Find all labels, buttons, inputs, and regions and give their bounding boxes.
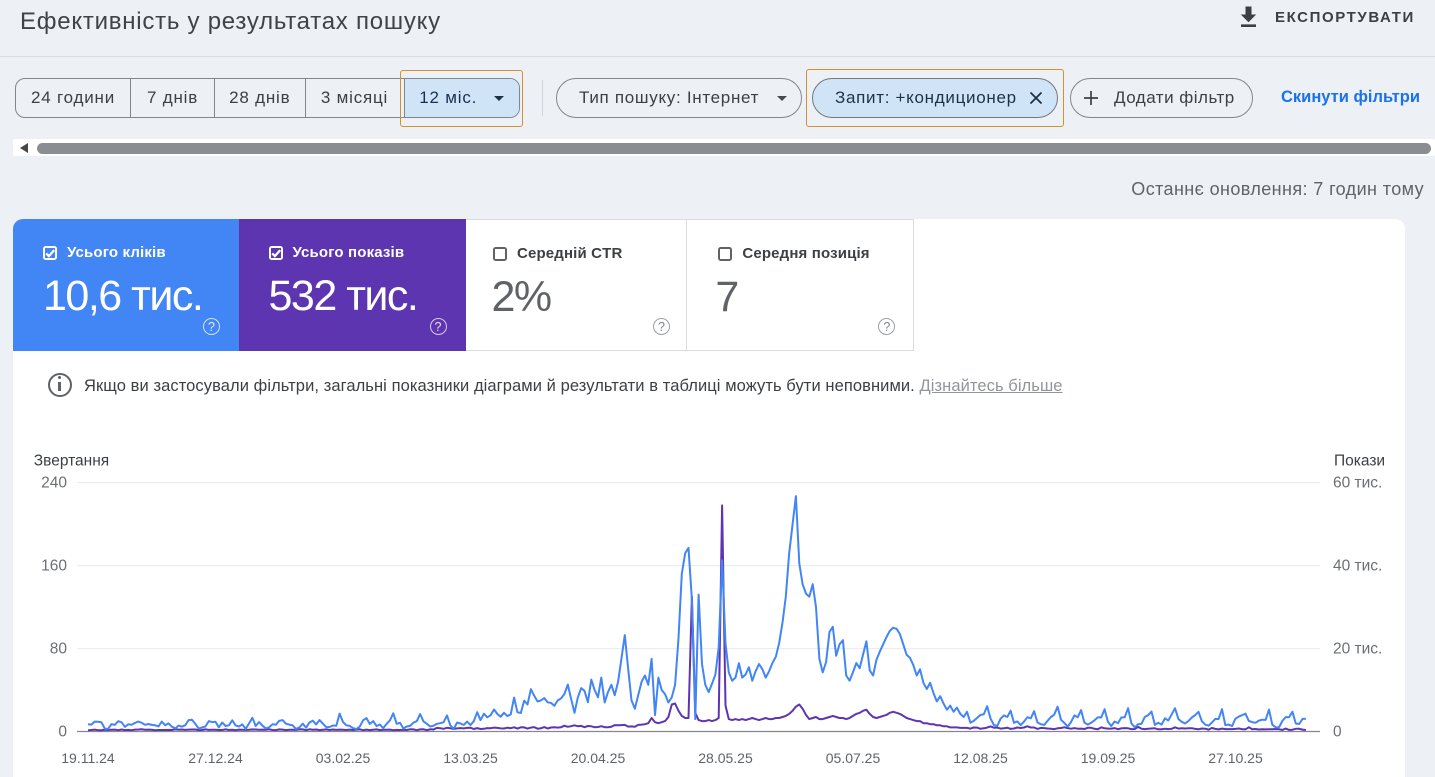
svg-text:03.02.25: 03.02.25 [316,750,371,766]
svg-text:20 тис.: 20 тис. [1333,641,1382,658]
svg-text:27.10.25: 27.10.25 [1208,750,1263,766]
svg-text:0: 0 [58,724,67,741]
svg-text:12.08.25: 12.08.25 [953,750,1008,766]
svg-text:Покази: Покази [1334,453,1385,470]
svg-text:19.11.24: 19.11.24 [61,750,115,766]
svg-text:40 тис.: 40 тис. [1333,558,1382,575]
svg-text:19.09.25: 19.09.25 [1081,750,1136,766]
svg-text:05.07.25: 05.07.25 [826,750,881,766]
svg-text:0: 0 [1333,724,1342,741]
svg-text:27.12.24: 27.12.24 [188,750,243,766]
svg-text:60 тис.: 60 тис. [1333,475,1382,492]
svg-text:160: 160 [41,558,67,575]
svg-text:Звертання: Звертання [34,453,109,470]
svg-text:13.03.25: 13.03.25 [443,750,498,766]
svg-text:20.04.25: 20.04.25 [571,750,626,766]
svg-text:28.05.25: 28.05.25 [698,750,753,766]
svg-text:240: 240 [41,475,67,492]
svg-text:80: 80 [50,641,68,658]
